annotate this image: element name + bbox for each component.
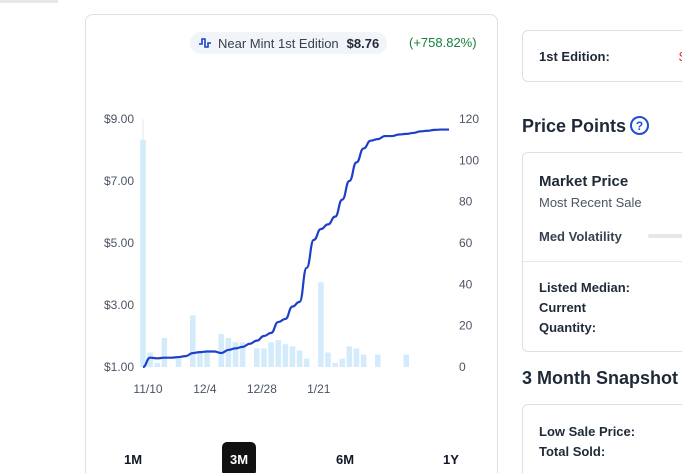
quantity-bar [360,354,367,367]
x-tick-label: 12/28 [247,382,277,396]
y-right-tick-label: 120 [459,112,479,126]
snapshot-box: Low Sale Price: Total Sold: [522,404,682,473]
volatility-meter [648,234,682,238]
legend-change: (+758.82%) [409,35,477,50]
quantity-bar [403,354,410,367]
price-history-card: Near Mint 1st Edition $8.76 (+758.82%) $… [85,14,498,473]
low-sale-label: Low Sale Price: [539,424,636,439]
quantity-bar [254,348,260,367]
quantity-bar [375,354,381,367]
current-quantity-label-1: Current [539,300,586,315]
quantity-bar [190,315,196,367]
quantity-bar [218,333,225,367]
quantity-bar [268,342,274,367]
volatility-label: Med Volatility [539,229,622,244]
quantity-bar [140,139,146,367]
top-edge-tab [0,0,58,3]
quantity-bar [197,352,203,367]
quantity-bar [161,338,168,367]
quantity-bar [339,358,346,367]
legend-condition: Near Mint 1st Edition [218,35,339,51]
quantity-bar [332,362,338,367]
y-left-tick-label: $7.00 [104,174,134,188]
quantity-bar [147,352,153,367]
y-right-tick-label: 0 [459,360,466,374]
y-right-tick-label: 100 [459,153,479,167]
x-tick-label: 11/10 [133,382,162,396]
quantity-bar [296,350,303,367]
quantity-bar [204,352,210,367]
quantity-bar [154,362,161,367]
legend-price: $8.76 [346,35,380,51]
quantity-bar [303,358,310,367]
edition-box: 1st Edition: [522,30,682,82]
y-right-tick-label: 80 [459,195,473,209]
quantity-bar [282,344,289,367]
recent-sale-label: Most Recent Sale [539,195,642,210]
snapshot-title: 3 Month Snapshot [522,368,678,388]
quantity-bar [318,282,324,367]
quantity-bar [275,340,281,367]
legend-pill: Near Mint 1st Edition $8.76 [190,32,388,54]
total-sold-label: Total Sold: [539,444,606,459]
y-right-tick-label: 40 [459,277,473,291]
y-left-tick-label: $3.00 [104,298,134,312]
y-left-tick-label: $1.00 [104,360,134,374]
quantity-bar [175,356,182,367]
y-right-tick-label: 60 [459,236,473,250]
listed-median-label: Listed Median: [539,280,631,295]
x-tick-label: 1/21 [307,382,331,396]
range-3m-button[interactable]: 3M [222,442,256,473]
price-points-divider [523,261,682,262]
help-icon[interactable]: ? [630,116,649,135]
edition-label: 1st Edition: [539,49,610,64]
market-price-label: Market Price [539,173,629,190]
x-tick-label: 12/4 [193,382,217,396]
range-1m-button[interactable]: 1M [123,451,143,467]
y-right-tick-label: 20 [459,319,473,333]
y-left-tick-label: $5.00 [104,236,134,250]
current-quantity-label-2: Quantity: [539,320,597,335]
range-1y-button[interactable]: 1Y [443,451,459,467]
quantity-bar [325,352,331,367]
quantity-bar [289,346,296,367]
quantity-bar [232,342,239,367]
quantity-bar [225,338,232,367]
line-series-icon [199,38,211,48]
price-chart[interactable]: $9.00 $7.00 $5.00 $3.00 $1.00 120 100 80 60 40 20 0… [86,15,499,415]
range-6m-button[interactable]: 6M [335,451,355,467]
quantity-bar [261,348,267,367]
quantity-bar [239,342,246,367]
price-line [142,128,449,369]
price-points-box: Market Price Most Recent Sale Med Volati… [522,152,682,352]
quantity-bar [353,348,360,367]
quantity-bar [346,346,353,367]
y-left-tick-label: $9.00 [104,112,134,126]
edition-value-peek: $ [679,49,682,64]
price-points-title: Price Points [522,116,627,136]
